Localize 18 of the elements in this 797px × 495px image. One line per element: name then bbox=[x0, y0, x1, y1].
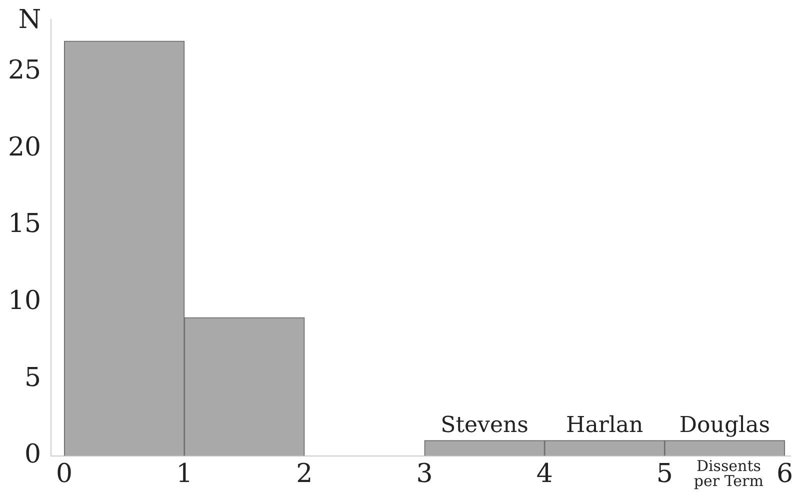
annotation: Harlan bbox=[566, 413, 644, 438]
y-tick-label: 0 bbox=[24, 440, 42, 470]
x-axis-title: Dissents per Term bbox=[694, 457, 764, 490]
annotation: Stevens bbox=[440, 413, 528, 438]
y-tick-label: 5 bbox=[24, 362, 42, 393]
y-tick-label: 15 bbox=[8, 209, 42, 240]
x-tick-label: 3 bbox=[416, 459, 433, 490]
y-tick-label: 10 bbox=[8, 286, 42, 316]
x-tick-label: 2 bbox=[296, 459, 313, 490]
annotation: Douglas bbox=[679, 413, 770, 438]
y-axis-title: N bbox=[18, 4, 42, 35]
x-tick-label: 1 bbox=[176, 459, 193, 490]
x-tick-label: 4 bbox=[536, 459, 553, 490]
y-tick-label: 25 bbox=[8, 56, 42, 86]
x-tick-label: 6 bbox=[776, 459, 793, 490]
y-tick-label: 20 bbox=[8, 132, 42, 162]
x-tick-label: 5 bbox=[656, 459, 673, 490]
x-tick-label: 0 bbox=[56, 459, 73, 490]
